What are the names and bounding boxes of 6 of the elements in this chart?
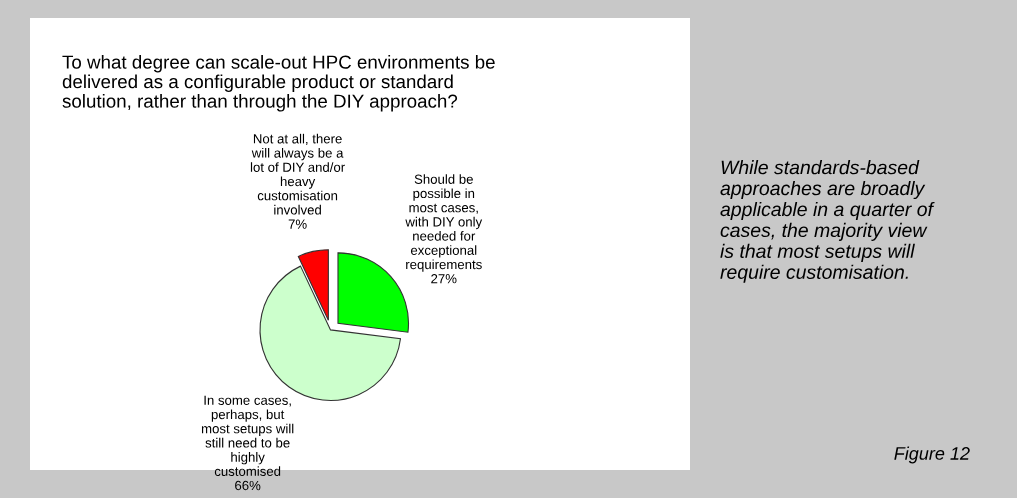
caption: Figure 12 <box>894 446 970 464</box>
slice-label: In some cases, perhaps, but most setups will still need to be highly customised 66% <box>201 395 294 491</box>
chart-title: To what degree can scale-out HPC environments be delivered as a configurable product or standard solution, rather than through the DIY approach? <box>62 55 495 112</box>
slice-label: Not at all, there will always be a lot of DIY and/or heavy customisation involved 7% <box>250 133 345 229</box>
text: While standards-based approaches are broadly applicable in a quarter of cases, the majority view is that most setups will require customisation. <box>720 160 935 283</box>
slice-label: Should be possible in most cases, with DIY only needed for exceptional requirements 27% <box>405 174 483 284</box>
